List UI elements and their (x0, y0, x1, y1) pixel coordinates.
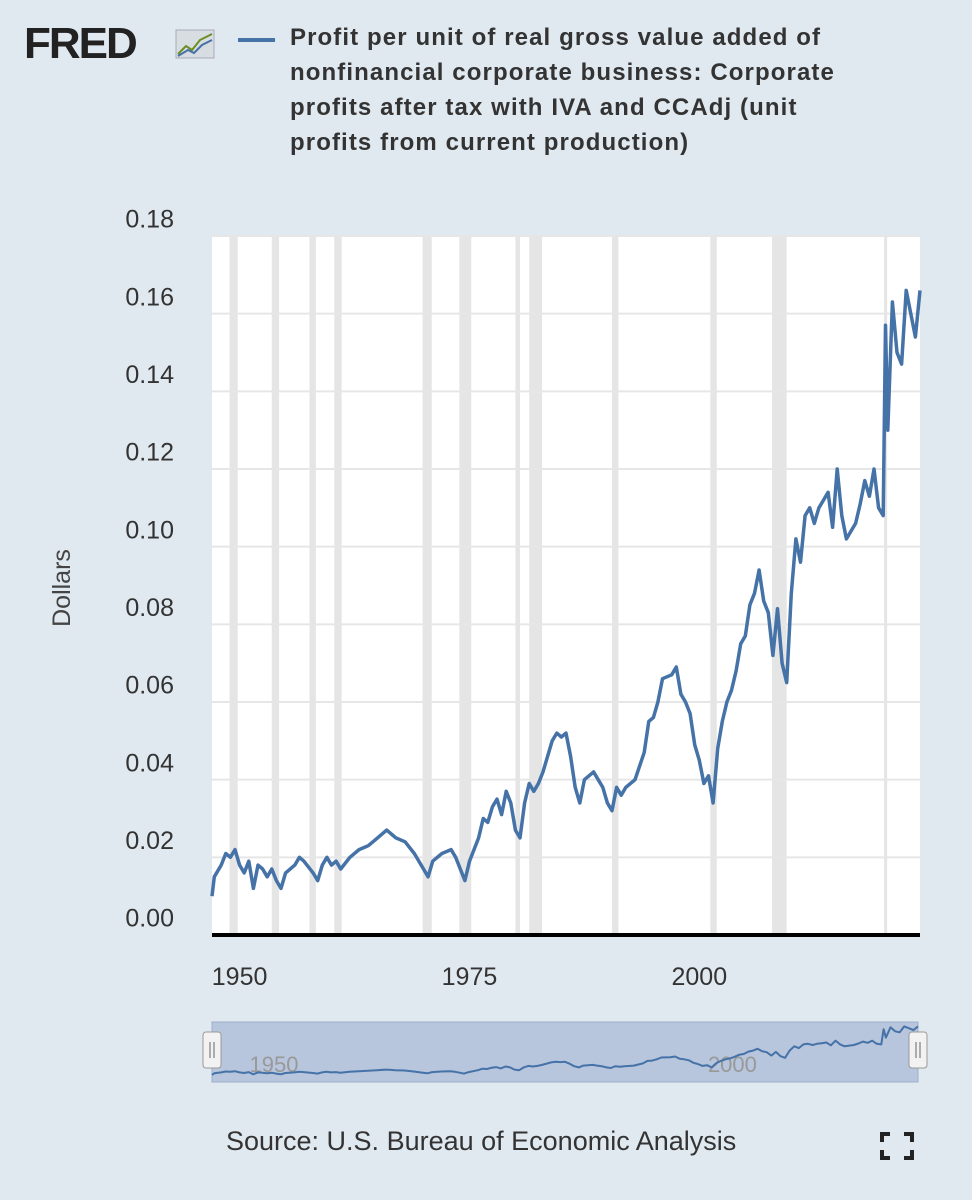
y-tick-label: 0.00 (125, 905, 174, 933)
recession-band (309, 236, 316, 935)
recession-band (459, 236, 472, 935)
y-tick-label: 0.12 (125, 439, 174, 467)
recession-band (229, 236, 238, 935)
recession-band (515, 236, 521, 935)
y-tick-label: 0.16 (125, 283, 174, 311)
series-line (211, 1025, 919, 1076)
logo: FRED (24, 19, 136, 68)
series-line (210, 288, 922, 897)
x-tick-label: 1975 (442, 963, 498, 991)
recession-band (771, 236, 787, 935)
recession-band (884, 236, 888, 935)
navigator-handle[interactable] (202, 1031, 222, 1069)
y-tick-label: 0.18 (125, 206, 174, 234)
y-axis-label: Dollars (48, 549, 76, 627)
navigator-handle[interactable] (908, 1031, 928, 1069)
recession-band (529, 236, 543, 935)
recession-band (422, 236, 432, 935)
y-tick-label: 0.08 (125, 594, 174, 622)
plot-area (212, 236, 920, 935)
recession-band (710, 236, 717, 935)
source: Source: U.S. Bureau of Economic Analysis (226, 1126, 736, 1156)
y-tick-label: 0.10 (125, 516, 174, 544)
x-tick-label: 2000 (672, 963, 728, 991)
y-tick-label: 0.02 (125, 827, 174, 855)
recession-band (334, 236, 342, 935)
recession-band (271, 236, 280, 935)
y-tick-label: 0.14 (125, 361, 174, 389)
fullscreen-icon[interactable] (880, 1132, 914, 1160)
recession-band (611, 236, 619, 935)
x-tick-label: 1950 (212, 963, 268, 991)
logo-icon (175, 29, 215, 59)
y-tick-label: 0.04 (125, 749, 174, 777)
legend-title: Profit per unit of real gross value adde… (290, 24, 835, 156)
y-tick-label: 0.06 (125, 672, 174, 700)
